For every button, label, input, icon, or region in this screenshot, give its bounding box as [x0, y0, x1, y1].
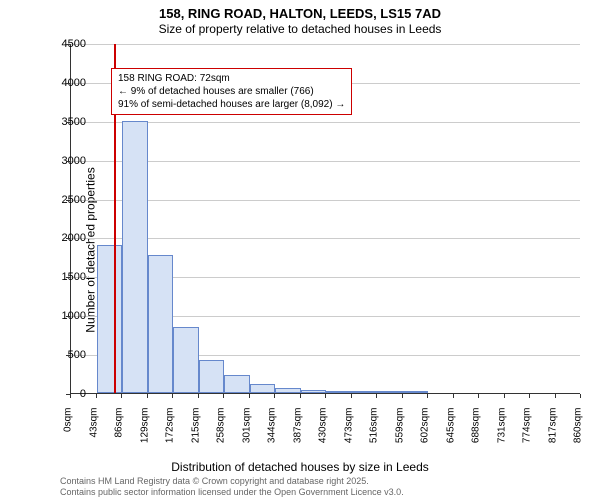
chart-title: 158, RING ROAD, HALTON, LEEDS, LS15 7AD — [0, 6, 600, 21]
x-tick — [427, 394, 428, 398]
x-tick — [172, 394, 173, 398]
plot-area: 158 RING ROAD: 72sqm← 9% of detached hou… — [70, 44, 580, 394]
x-tick — [504, 394, 505, 398]
x-tick — [300, 394, 301, 398]
footer-line-1: Contains HM Land Registry data © Crown c… — [60, 476, 404, 487]
x-tick — [223, 394, 224, 398]
y-tick — [66, 122, 70, 123]
x-tick-label: 387sqm — [292, 408, 303, 454]
x-axis-label: Distribution of detached houses by size … — [0, 460, 600, 474]
y-tick — [66, 44, 70, 45]
x-tick-label: 774sqm — [522, 408, 533, 454]
x-tick — [96, 394, 97, 398]
x-tick — [555, 394, 556, 398]
annotation-line: 158 RING ROAD: 72sqm — [118, 72, 345, 85]
x-tick-label: 559sqm — [394, 408, 405, 454]
y-tick — [66, 161, 70, 162]
x-tick — [70, 394, 71, 398]
x-tick — [580, 394, 581, 398]
x-tick-label: 344sqm — [267, 408, 278, 454]
histogram-bar — [403, 391, 429, 393]
x-tick — [402, 394, 403, 398]
x-tick — [325, 394, 326, 398]
x-tick — [198, 394, 199, 398]
x-tick-label: 602sqm — [420, 408, 431, 454]
x-tick-label: 516sqm — [369, 408, 380, 454]
y-tick — [66, 238, 70, 239]
x-tick-label: 215sqm — [190, 408, 201, 454]
annotation-line: ← 9% of detached houses are smaller (766… — [118, 85, 345, 98]
histogram-bar — [377, 391, 403, 393]
x-tick — [529, 394, 530, 398]
histogram-bar — [326, 391, 352, 393]
x-tick-label: 817sqm — [547, 408, 558, 454]
x-tick — [351, 394, 352, 398]
chart-subtitle: Size of property relative to detached ho… — [0, 22, 600, 36]
histogram-bar — [199, 360, 225, 393]
histogram-bar — [122, 121, 148, 393]
y-tick — [66, 316, 70, 317]
y-tick — [66, 355, 70, 356]
histogram-bar — [301, 390, 327, 393]
x-tick-label: 0sqm — [63, 408, 74, 454]
x-tick — [121, 394, 122, 398]
histogram-bar — [97, 245, 123, 393]
chart-footer: Contains HM Land Registry data © Crown c… — [60, 476, 404, 498]
histogram-bar — [352, 391, 378, 393]
x-tick-label: 688sqm — [471, 408, 482, 454]
y-tick — [66, 83, 70, 84]
footer-line-2: Contains public sector information licen… — [60, 487, 404, 498]
histogram-bar — [173, 327, 199, 393]
x-tick-label: 172sqm — [165, 408, 176, 454]
y-tick — [66, 277, 70, 278]
x-tick-label: 258sqm — [216, 408, 227, 454]
x-tick — [147, 394, 148, 398]
x-tick — [376, 394, 377, 398]
histogram-bar — [224, 375, 250, 393]
annotation-box: 158 RING ROAD: 72sqm← 9% of detached hou… — [111, 68, 352, 115]
x-tick-label: 301sqm — [241, 408, 252, 454]
x-tick — [274, 394, 275, 398]
x-tick-label: 43sqm — [88, 408, 99, 454]
gridline — [71, 44, 580, 45]
x-tick-label: 645sqm — [445, 408, 456, 454]
x-tick — [453, 394, 454, 398]
x-tick-label: 860sqm — [573, 408, 584, 454]
histogram-bar — [148, 255, 174, 393]
x-tick-label: 430sqm — [318, 408, 329, 454]
annotation-line: 91% of semi-detached houses are larger (… — [118, 98, 345, 111]
x-tick-label: 86sqm — [114, 408, 125, 454]
x-tick-label: 731sqm — [496, 408, 507, 454]
x-tick-label: 129sqm — [139, 408, 150, 454]
histogram-bar — [275, 388, 301, 393]
x-tick — [478, 394, 479, 398]
x-tick-label: 473sqm — [343, 408, 354, 454]
x-tick — [249, 394, 250, 398]
y-tick — [66, 200, 70, 201]
histogram-bar — [250, 384, 276, 393]
